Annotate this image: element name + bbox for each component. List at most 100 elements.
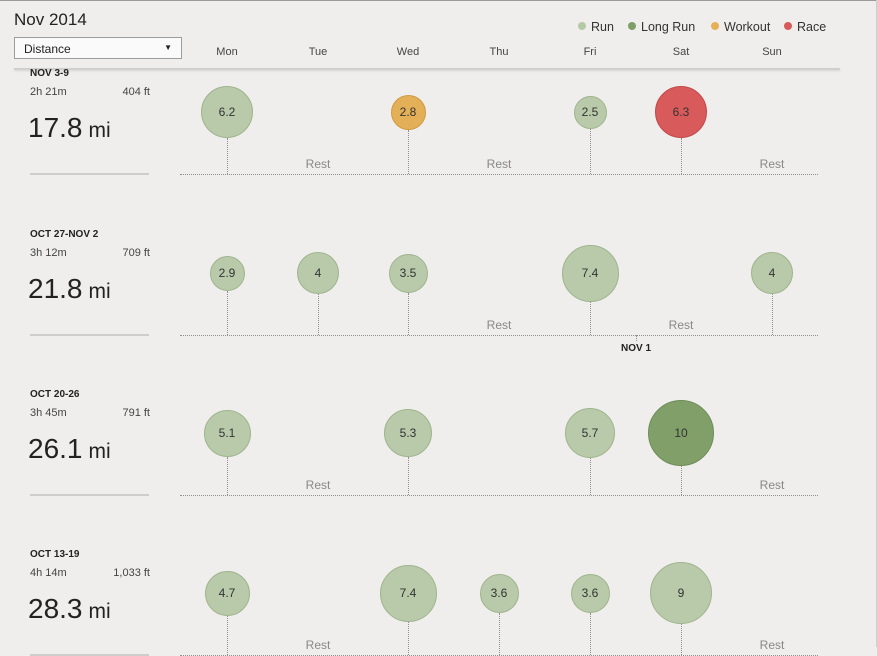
legend-item: Race [784,20,826,34]
week-distance-unit: mi [88,440,111,463]
week-axis [180,495,818,496]
week-distance-unit: mi [88,600,111,623]
metric-select-value: Distance [24,42,71,56]
run-distance-label: 2.8 [399,105,417,119]
day-label: Tue [308,46,328,58]
rest-label: Rest [305,478,331,492]
month-boundary-tick [636,335,637,341]
run-distance-label: 5.7 [581,426,599,440]
run-distance-label: 4.7 [218,586,236,600]
run-bubble-run[interactable]: 4 [751,252,793,294]
run-stem [681,466,682,495]
run-bubble-run[interactable]: 7.4 [561,244,619,302]
rest-label: Rest [759,638,785,652]
week-distance-value: 28.3 [28,593,83,624]
week-range: OCT 27-NOV 2 [30,229,99,240]
legend-label: Race [797,20,827,34]
week-separator [30,494,149,496]
run-stem [408,292,409,335]
week-distance-value: 21.8 [28,273,83,304]
run-bubble-run[interactable]: 5.3 [384,409,432,457]
run-stem [590,612,591,655]
week-range: NOV 3-9 [30,68,69,79]
run-bubble-run[interactable]: 4.7 [204,570,250,616]
run-distance-label: 2.9 [218,266,236,280]
legend-label: Workout [724,20,771,34]
run-stem [681,624,682,655]
dropdown-caret-icon: ▼ [164,43,172,52]
run-stem [681,138,682,174]
legend-label: Long Run [641,20,696,34]
week-distance-value: 17.8 [28,112,83,143]
run-distance-label: 9 [677,586,685,600]
day-label: Mon [216,46,238,58]
run-stem [590,458,591,495]
legend-item: Run [578,20,614,34]
run-bubble-run[interactable]: 6.2 [201,86,253,138]
legend-dot-icon [784,22,792,30]
week-separator [30,173,149,175]
week-duration: 3h 45m [30,407,67,419]
week-distance: 28.3 mi [28,593,111,625]
week-duration: 4h 14m [30,567,67,579]
run-bubble-workout[interactable]: 2.8 [390,94,426,130]
run-stem [227,615,228,655]
week-distance: 17.8 mi [28,112,111,144]
week-range: OCT 13-19 [30,549,80,560]
week-elevation: 404 ft [122,86,150,98]
week-duration: 3h 12m [30,247,67,259]
rest-label: Rest [486,318,512,332]
week-separator [30,334,149,336]
week-distance-unit: mi [88,119,111,142]
week-elevation: 709 ft [122,247,150,259]
day-label: Sat [672,46,690,58]
run-bubble-run[interactable]: 3.6 [570,573,610,613]
run-bubble-race[interactable]: 6.3 [655,86,707,138]
run-bubble-run[interactable]: 3.5 [388,253,428,293]
run-stem [408,621,409,655]
day-label: Fri [583,46,597,58]
rest-label: Rest [759,157,785,171]
day-label: Sun [762,46,782,58]
run-bubble-run[interactable]: 4 [297,252,339,294]
run-stem [408,129,409,174]
run-distance-label: 7.4 [581,266,599,280]
run-bubble-run[interactable]: 2.9 [209,255,245,291]
week-distance-value: 26.1 [28,433,83,464]
rest-label: Rest [668,318,694,332]
metric-select[interactable]: Distance ▼ [14,37,182,59]
run-stem [408,457,409,495]
run-bubble-run[interactable]: 5.1 [203,409,251,457]
month-title: Nov 2014 [14,10,87,29]
window-top-border [0,0,877,1]
run-bubble-run[interactable]: 9 [650,562,712,624]
run-stem [590,128,591,174]
run-bubble-run[interactable]: 7.4 [379,564,437,622]
rest-label: Rest [305,157,331,171]
legend-item: Long Run [628,20,695,34]
run-bubble-long[interactable]: 10 [648,400,714,466]
week-axis [180,335,818,336]
run-distance-label: 6.3 [672,105,690,119]
week-axis [180,174,818,175]
run-stem [227,138,228,174]
run-distance-label: 7.4 [399,586,417,600]
run-distance-label: 3.5 [399,266,417,280]
run-bubble-run[interactable]: 3.6 [479,573,519,613]
rest-label: Rest [305,638,331,652]
legend-item: Workout [711,20,770,34]
rest-label: Rest [486,157,512,171]
day-label: Thu [489,46,509,58]
run-bubble-run[interactable]: 5.7 [565,408,615,458]
run-stem [227,290,228,335]
legend-label: Run [591,20,614,34]
run-distance-label: 10 [674,426,688,440]
legend-dot-icon [711,22,719,30]
day-label: Wed [396,46,420,58]
run-stem [318,294,319,335]
run-bubble-run[interactable]: 2.5 [573,95,607,129]
week-distance: 26.1 mi [28,433,111,465]
run-distance-label: 6.2 [218,105,236,119]
week-elevation: 791 ft [122,407,150,419]
